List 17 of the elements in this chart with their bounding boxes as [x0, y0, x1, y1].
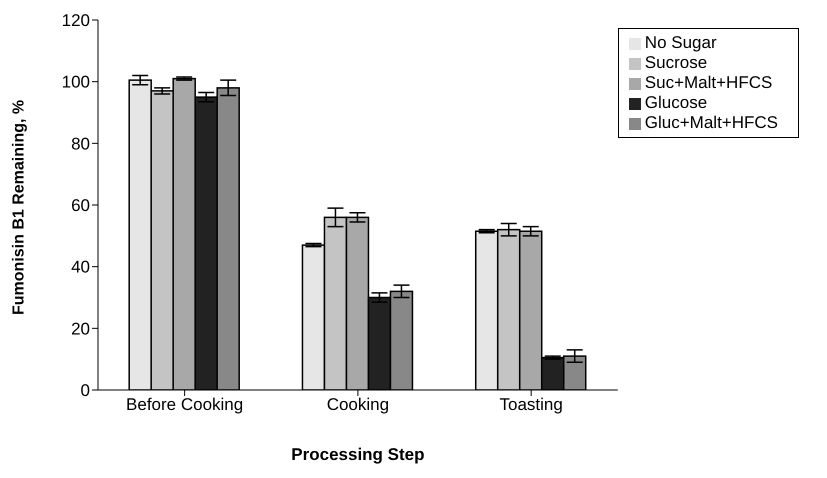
legend-label: Suc+Malt+HFCS [644, 73, 772, 92]
y-tick-label: 40 [71, 258, 90, 277]
y-tick-label: 60 [71, 196, 90, 216]
legend-label: No Sugar [644, 33, 717, 52]
x-tick-label: Before Cooking [126, 395, 244, 414]
legend-label: Glucose [644, 93, 708, 112]
x-axis-title: Processing Step [291, 445, 425, 464]
y-tick-label: 80 [71, 134, 90, 154]
y-tick-label: 20 [71, 319, 90, 338]
y-axis-title: Fumonisin B1 Remaining, % [10, 100, 28, 315]
y-tick-label: 0 [80, 381, 90, 400]
x-tick-label: Cooking [326, 395, 390, 414]
legend-label: Gluc+Malt+HFCS [644, 113, 778, 132]
x-tick-label: Toasting [500, 395, 563, 414]
y-tick-label: 120 [62, 11, 90, 30]
y-tick-label: 100 [62, 72, 90, 92]
legend-label: Sucrose [644, 53, 708, 72]
